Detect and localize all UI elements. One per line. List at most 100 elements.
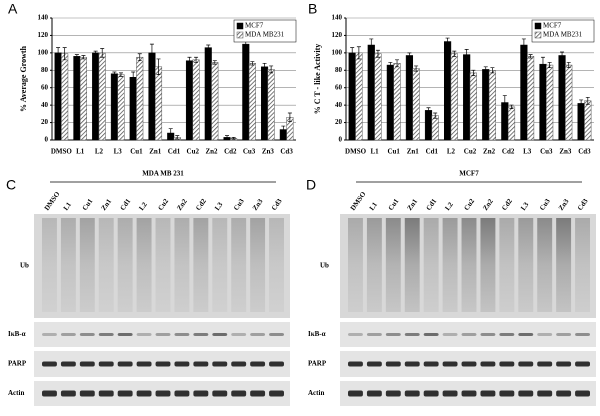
error-bar [74, 54, 79, 59]
error-bar [194, 56, 199, 63]
error-bar [56, 47, 61, 59]
error-bar [231, 137, 236, 140]
legend-label: MCF7 [543, 22, 562, 30]
bar [267, 69, 275, 141]
x-tick-label: Cd3 [280, 148, 293, 156]
blot-band [556, 390, 572, 397]
lane-label: Cu2 [462, 197, 476, 212]
blot-smear [269, 218, 284, 312]
lane-label: Cd3 [576, 197, 590, 212]
lane-label: DMSO [349, 190, 368, 212]
row-label: PARP [8, 360, 27, 368]
bar [73, 56, 81, 141]
x-tick-label: Zn2 [483, 148, 496, 156]
lane-label: L1 [62, 200, 74, 212]
error-bar [93, 50, 98, 55]
y-tick-label: 0 [45, 136, 49, 144]
bar [117, 74, 125, 141]
blot-band [98, 361, 114, 367]
bar [211, 62, 219, 141]
blot-band [518, 390, 534, 397]
bar [463, 54, 471, 141]
blot-smear [404, 218, 420, 312]
bar [192, 59, 200, 141]
bar [424, 110, 433, 141]
blot-band [250, 390, 266, 397]
blot-band [155, 333, 171, 336]
bar [431, 115, 439, 141]
bar [98, 52, 106, 141]
blot-band [348, 333, 363, 336]
error-bar [490, 67, 495, 74]
y-tick-label: 40 [335, 101, 343, 109]
blot-band [250, 361, 266, 367]
blot-smear [98, 218, 114, 312]
error-bar [62, 47, 67, 61]
blot-band [480, 361, 496, 367]
blot-band [136, 390, 152, 397]
bar [61, 53, 69, 141]
lane-label: Zn1 [406, 197, 420, 212]
blot-smear [575, 218, 590, 312]
blot-band [385, 390, 401, 397]
legend-swatch [534, 31, 542, 39]
legend-label: MDA MB231 [543, 31, 583, 39]
bar [539, 63, 547, 141]
blot-band [79, 390, 95, 397]
error-bar [566, 62, 571, 69]
blot-band [404, 333, 420, 336]
lane-label: Zn3 [251, 197, 265, 212]
lane-label: L2 [137, 200, 149, 212]
bar [261, 66, 269, 141]
legend-box [233, 19, 297, 43]
blot-smear [136, 218, 152, 312]
bar [129, 77, 137, 141]
blot-band [385, 333, 401, 336]
bar [54, 52, 62, 141]
blot-band [537, 361, 553, 367]
lane-label: Cd2 [500, 197, 514, 212]
blot-smear [79, 218, 95, 312]
blot-band [60, 390, 76, 397]
blot-band [366, 390, 382, 397]
bar [374, 53, 382, 141]
bar [584, 100, 592, 141]
error-bar [168, 128, 173, 138]
blot-band [60, 361, 76, 367]
x-tick-label: L2 [447, 148, 456, 156]
lane-label: Cu3 [232, 197, 246, 212]
error-bar [579, 99, 584, 108]
blot-band [42, 333, 57, 336]
blot-band [117, 333, 133, 336]
bar [412, 68, 420, 141]
error-bar [369, 38, 374, 52]
blot-band [442, 390, 458, 397]
blot-smear [499, 218, 515, 312]
x-tick-label: L2 [95, 148, 104, 156]
error-bar [281, 125, 286, 134]
x-tick-label: Cd1 [426, 148, 439, 156]
blot-band [231, 361, 247, 367]
blot-band [556, 333, 572, 336]
blot-band [366, 333, 382, 336]
bar [526, 56, 535, 141]
lane-label: Cu2 [156, 197, 170, 212]
panel-label: D [306, 177, 316, 193]
y-axis-label: % C T - like Activity [313, 44, 322, 115]
blot-smear [174, 218, 190, 312]
blot-band [155, 361, 171, 367]
error-bar [137, 53, 142, 62]
x-tick-label: DMSO [51, 148, 73, 156]
error-bar [350, 47, 355, 59]
blot-band [537, 390, 553, 397]
x-tick-label: Cu3 [540, 148, 553, 156]
y-tick-label: 20 [41, 118, 49, 126]
blot-smear [348, 218, 363, 312]
y-tick-label: 40 [41, 101, 49, 109]
blot-band [575, 333, 590, 336]
blot-smear [42, 218, 57, 312]
y-tick-label: 80 [41, 66, 49, 74]
error-bar [445, 37, 450, 46]
x-tick-label: L3 [523, 148, 532, 156]
blot-band [461, 333, 477, 336]
